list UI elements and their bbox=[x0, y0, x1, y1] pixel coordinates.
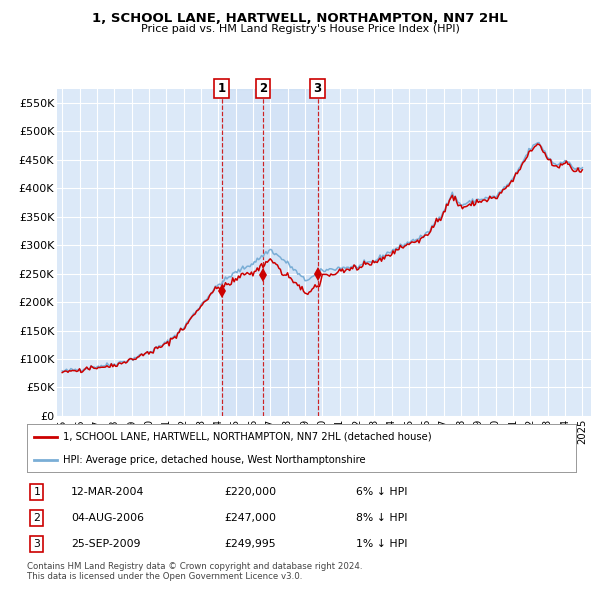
Text: 2: 2 bbox=[34, 513, 40, 523]
Text: Price paid vs. HM Land Registry's House Price Index (HPI): Price paid vs. HM Land Registry's House … bbox=[140, 24, 460, 34]
Text: 3: 3 bbox=[34, 539, 40, 549]
Text: 12-MAR-2004: 12-MAR-2004 bbox=[71, 487, 144, 497]
Text: 1, SCHOOL LANE, HARTWELL, NORTHAMPTON, NN7 2HL (detached house): 1, SCHOOL LANE, HARTWELL, NORTHAMPTON, N… bbox=[62, 432, 431, 442]
Text: 2: 2 bbox=[259, 82, 267, 95]
Text: 1: 1 bbox=[218, 82, 226, 95]
Text: 6% ↓ HPI: 6% ↓ HPI bbox=[356, 487, 408, 497]
Text: £247,000: £247,000 bbox=[224, 513, 277, 523]
Text: 25-SEP-2009: 25-SEP-2009 bbox=[71, 539, 140, 549]
Text: 3: 3 bbox=[314, 82, 322, 95]
Text: 1% ↓ HPI: 1% ↓ HPI bbox=[356, 539, 408, 549]
Text: 1, SCHOOL LANE, HARTWELL, NORTHAMPTON, NN7 2HL: 1, SCHOOL LANE, HARTWELL, NORTHAMPTON, N… bbox=[92, 12, 508, 25]
Text: Contains HM Land Registry data © Crown copyright and database right 2024.
This d: Contains HM Land Registry data © Crown c… bbox=[27, 562, 362, 581]
Text: 04-AUG-2006: 04-AUG-2006 bbox=[71, 513, 144, 523]
Text: 1: 1 bbox=[34, 487, 40, 497]
Text: HPI: Average price, detached house, West Northamptonshire: HPI: Average price, detached house, West… bbox=[62, 455, 365, 465]
Bar bbox=[222, 88, 317, 416]
Text: 8% ↓ HPI: 8% ↓ HPI bbox=[356, 513, 408, 523]
Text: £249,995: £249,995 bbox=[224, 539, 276, 549]
Text: £220,000: £220,000 bbox=[224, 487, 277, 497]
